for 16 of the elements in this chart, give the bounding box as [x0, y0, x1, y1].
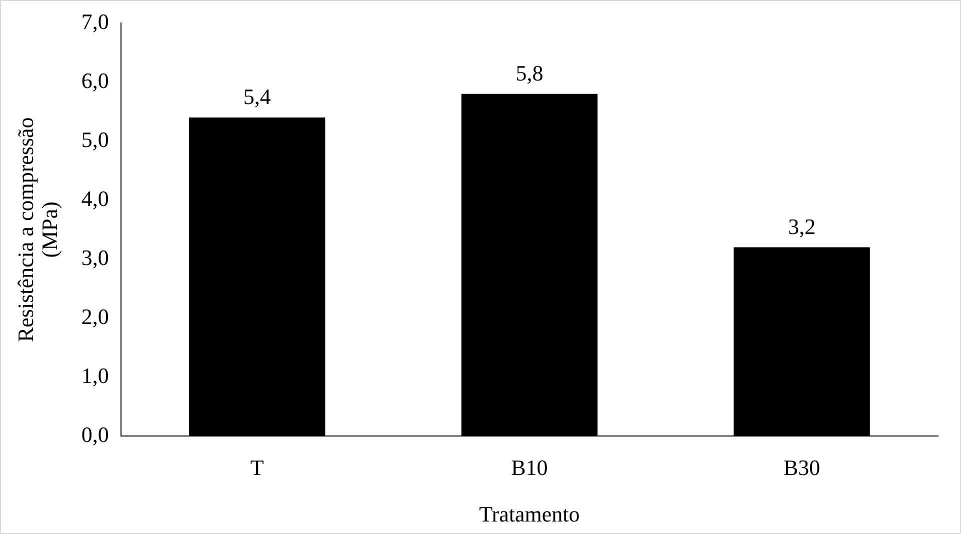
data-label: 3,2: [788, 214, 816, 240]
x-tick-label: B30: [783, 455, 820, 480]
data-label: 5,8: [516, 60, 544, 86]
y-tick-label: 4,0: [81, 186, 109, 211]
y-tick-label: 0,0: [81, 422, 109, 447]
x-tick-label: T: [250, 455, 264, 480]
y-tick-label: 6,0: [81, 68, 109, 93]
y-tick-label: 1,0: [81, 362, 109, 388]
y-tick-label: 2,0: [81, 304, 109, 329]
y-tick-label: 5,0: [81, 126, 109, 152]
x-axis-title: Tratamento: [479, 502, 580, 527]
y-axis-title: Resistência a compressão (MPa): [12, 117, 62, 342]
y-tick-label: 3,0: [81, 244, 109, 270]
data-label: 5,4: [243, 84, 271, 110]
x-tick-label: B10: [511, 455, 548, 480]
y-tick-label: 7,0: [81, 8, 109, 34]
